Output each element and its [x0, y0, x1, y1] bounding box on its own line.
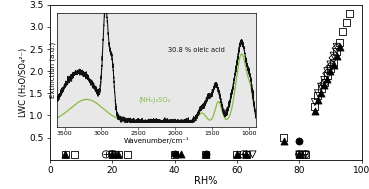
- Point: [203, 153, 209, 156]
- Point: [109, 153, 115, 156]
- Point: [115, 153, 121, 156]
- Point: [243, 153, 249, 156]
- Point: [321, 84, 327, 87]
- Point: [331, 61, 337, 64]
- Point: [315, 98, 321, 101]
- Point: [303, 153, 308, 156]
- Point: [296, 153, 302, 156]
- X-axis label: RH%: RH%: [194, 176, 217, 186]
- Point: [203, 153, 209, 156]
- Point: [234, 153, 240, 156]
- Text: (NH₄)₂SO₄: (NH₄)₂SO₄: [138, 97, 170, 103]
- X-axis label: Wavenumber/cm⁻¹: Wavenumber/cm⁻¹: [124, 137, 190, 144]
- Point: [109, 153, 115, 156]
- Point: [296, 153, 302, 156]
- Point: [62, 153, 68, 156]
- Point: [315, 94, 321, 97]
- Point: [62, 153, 68, 156]
- Point: [315, 92, 321, 95]
- Point: [243, 153, 249, 156]
- Point: [321, 78, 327, 81]
- Point: [328, 67, 334, 70]
- Point: [103, 153, 109, 156]
- Point: [343, 21, 349, 24]
- Point: [324, 72, 330, 75]
- Y-axis label: LWC (H₂O/SO₄²⁻): LWC (H₂O/SO₄²⁻): [19, 48, 28, 117]
- Point: [240, 153, 246, 156]
- Point: [334, 54, 339, 57]
- Point: [72, 153, 78, 156]
- Point: [334, 50, 339, 53]
- Point: [331, 56, 337, 59]
- Point: [331, 63, 337, 66]
- Point: [318, 87, 324, 90]
- Point: [115, 153, 121, 156]
- Point: [296, 153, 302, 156]
- Point: [334, 45, 339, 48]
- Point: [328, 65, 334, 68]
- Point: [203, 153, 209, 156]
- Point: [337, 41, 343, 44]
- Point: [337, 45, 343, 48]
- Point: [296, 140, 302, 143]
- Point: [125, 153, 131, 156]
- Point: [334, 47, 339, 50]
- Point: [328, 70, 334, 73]
- Point: [324, 70, 330, 73]
- Point: [346, 12, 352, 15]
- Point: [312, 105, 318, 108]
- Point: [240, 153, 246, 156]
- Text: 30.8 % oleic acid: 30.8 % oleic acid: [168, 47, 225, 53]
- Point: [109, 153, 115, 156]
- Point: [328, 63, 334, 66]
- Y-axis label: Extinction (a.u.): Extinction (a.u.): [49, 42, 56, 98]
- Point: [234, 153, 240, 156]
- Point: [331, 54, 337, 57]
- Point: [324, 78, 330, 81]
- Point: [324, 74, 330, 77]
- Point: [109, 153, 115, 156]
- Point: [312, 109, 318, 112]
- Point: [296, 153, 302, 156]
- Point: [178, 153, 184, 156]
- Point: [249, 153, 255, 156]
- Point: [243, 153, 249, 156]
- Point: [103, 153, 109, 156]
- Point: [172, 153, 177, 156]
- Point: [172, 153, 177, 156]
- Point: [243, 153, 249, 156]
- Point: [340, 30, 346, 33]
- Point: [318, 92, 324, 95]
- Point: [312, 101, 318, 104]
- Point: [296, 153, 302, 156]
- Point: [303, 153, 308, 156]
- Point: [318, 85, 324, 88]
- Point: [281, 140, 287, 143]
- Point: [109, 153, 115, 156]
- Point: [303, 153, 308, 156]
- Point: [321, 81, 327, 84]
- Point: [303, 153, 308, 156]
- Point: [281, 136, 287, 139]
- Point: [321, 82, 327, 85]
